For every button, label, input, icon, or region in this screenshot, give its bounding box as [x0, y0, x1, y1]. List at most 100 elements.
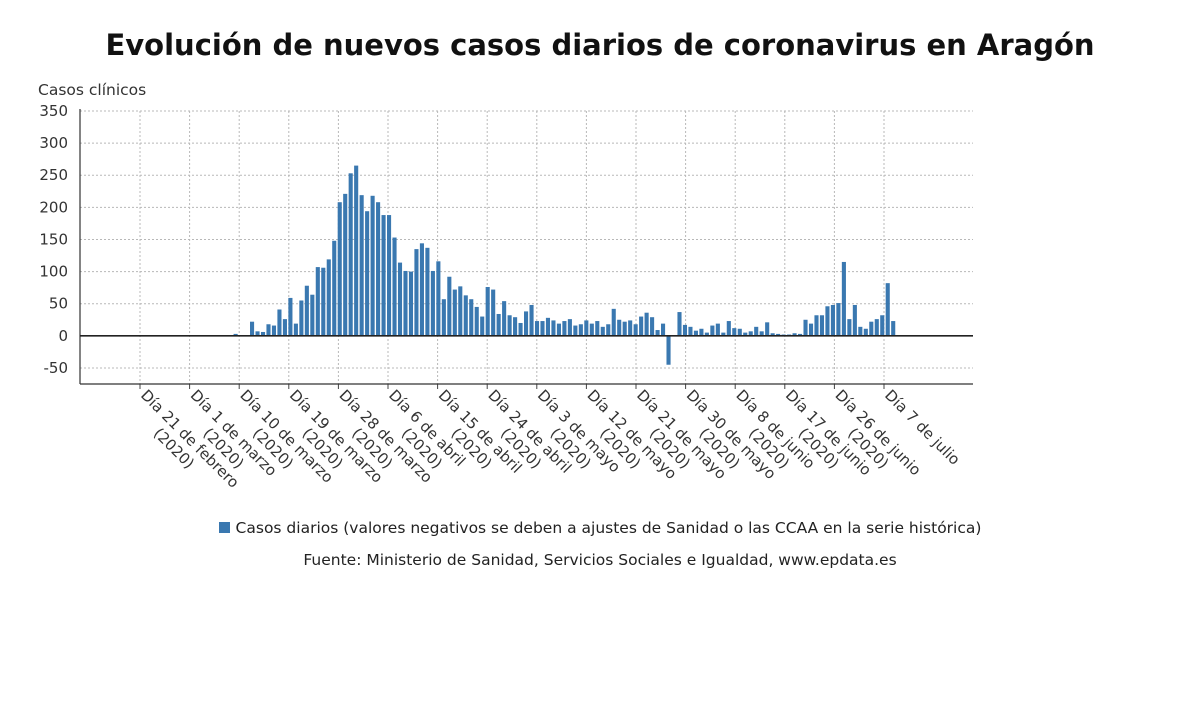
y-tick-label: 300	[39, 134, 68, 152]
bar	[573, 325, 578, 336]
bar	[277, 309, 282, 336]
bar	[891, 321, 896, 336]
bar	[661, 323, 666, 336]
bar	[408, 271, 414, 336]
bar	[250, 321, 255, 336]
bar	[644, 312, 649, 336]
bar	[458, 286, 463, 336]
bar	[710, 325, 715, 336]
bar	[326, 259, 331, 336]
bar	[858, 326, 863, 336]
bar	[874, 319, 879, 336]
bar	[414, 249, 419, 336]
bar	[474, 306, 479, 336]
bar	[639, 316, 644, 336]
bar	[798, 333, 803, 336]
bar	[666, 335, 671, 365]
bar	[452, 289, 457, 336]
bar	[343, 193, 348, 336]
bar	[704, 332, 709, 336]
bar	[480, 316, 485, 336]
bar	[622, 321, 627, 336]
bar	[359, 195, 364, 336]
bar	[534, 321, 540, 336]
bar	[562, 321, 567, 336]
bar	[655, 330, 660, 336]
bar	[677, 312, 682, 336]
bar	[529, 304, 534, 336]
bar	[869, 321, 874, 336]
bar	[765, 322, 770, 336]
bar	[233, 333, 238, 336]
bar	[518, 322, 523, 336]
bar	[502, 301, 507, 336]
bar	[304, 285, 309, 336]
bars	[200, 165, 896, 365]
bar	[792, 333, 797, 336]
bar	[321, 267, 326, 336]
gridlines	[80, 110, 973, 384]
bar	[567, 319, 572, 336]
bar	[299, 300, 304, 336]
bar	[650, 317, 655, 336]
bar	[337, 202, 342, 336]
bar	[863, 328, 868, 336]
bar	[354, 165, 359, 336]
bar	[776, 333, 781, 336]
bar	[447, 276, 452, 336]
bar	[737, 328, 742, 336]
bar	[397, 262, 403, 336]
y-tick-label: -50	[44, 359, 69, 377]
source-note: Fuente: Ministerio de Sanidad, Servicios…	[303, 551, 897, 569]
bar	[430, 270, 435, 336]
bar	[403, 270, 408, 336]
bar	[748, 331, 753, 336]
bar	[370, 195, 375, 336]
bar	[381, 215, 386, 336]
bar	[600, 326, 605, 336]
bar	[606, 324, 611, 336]
legend: Casos diarios (valores negativos se debe…	[0, 519, 1200, 537]
bar	[830, 304, 835, 336]
bar	[715, 323, 720, 336]
bar	[469, 299, 474, 336]
bar	[770, 333, 775, 336]
bar	[617, 319, 622, 336]
bar	[852, 304, 857, 336]
bar	[584, 320, 589, 336]
bar	[611, 308, 616, 336]
bar	[759, 331, 764, 336]
bar	[814, 315, 819, 336]
bar	[348, 173, 353, 336]
bar	[589, 323, 594, 336]
axes	[79, 109, 973, 389]
bar	[841, 261, 846, 336]
y-tick-label: 0	[58, 327, 68, 345]
chart-title: Evolución de nuevos casos diarios de cor…	[105, 28, 1095, 62]
bar	[425, 247, 430, 336]
bar	[271, 325, 277, 336]
bar	[288, 297, 293, 336]
legend-swatch	[218, 522, 230, 533]
bar	[365, 211, 370, 336]
bar	[419, 243, 424, 336]
bar	[310, 294, 315, 336]
bar	[743, 332, 748, 336]
bar	[392, 237, 397, 336]
bar	[260, 331, 266, 336]
bar	[266, 324, 271, 336]
bar	[387, 215, 392, 336]
bar	[847, 319, 852, 336]
y-tick-label: 100	[39, 263, 68, 281]
y-tick-label: 150	[39, 230, 68, 248]
bar	[688, 326, 693, 336]
bar	[808, 323, 814, 336]
bar	[836, 303, 841, 336]
bar	[436, 261, 441, 336]
bar	[441, 299, 446, 336]
y-axis-ticks: 350 300 250 200 150 100 50 0 -50	[39, 102, 68, 377]
bar	[463, 295, 468, 336]
y-tick-label: 50	[49, 295, 68, 313]
